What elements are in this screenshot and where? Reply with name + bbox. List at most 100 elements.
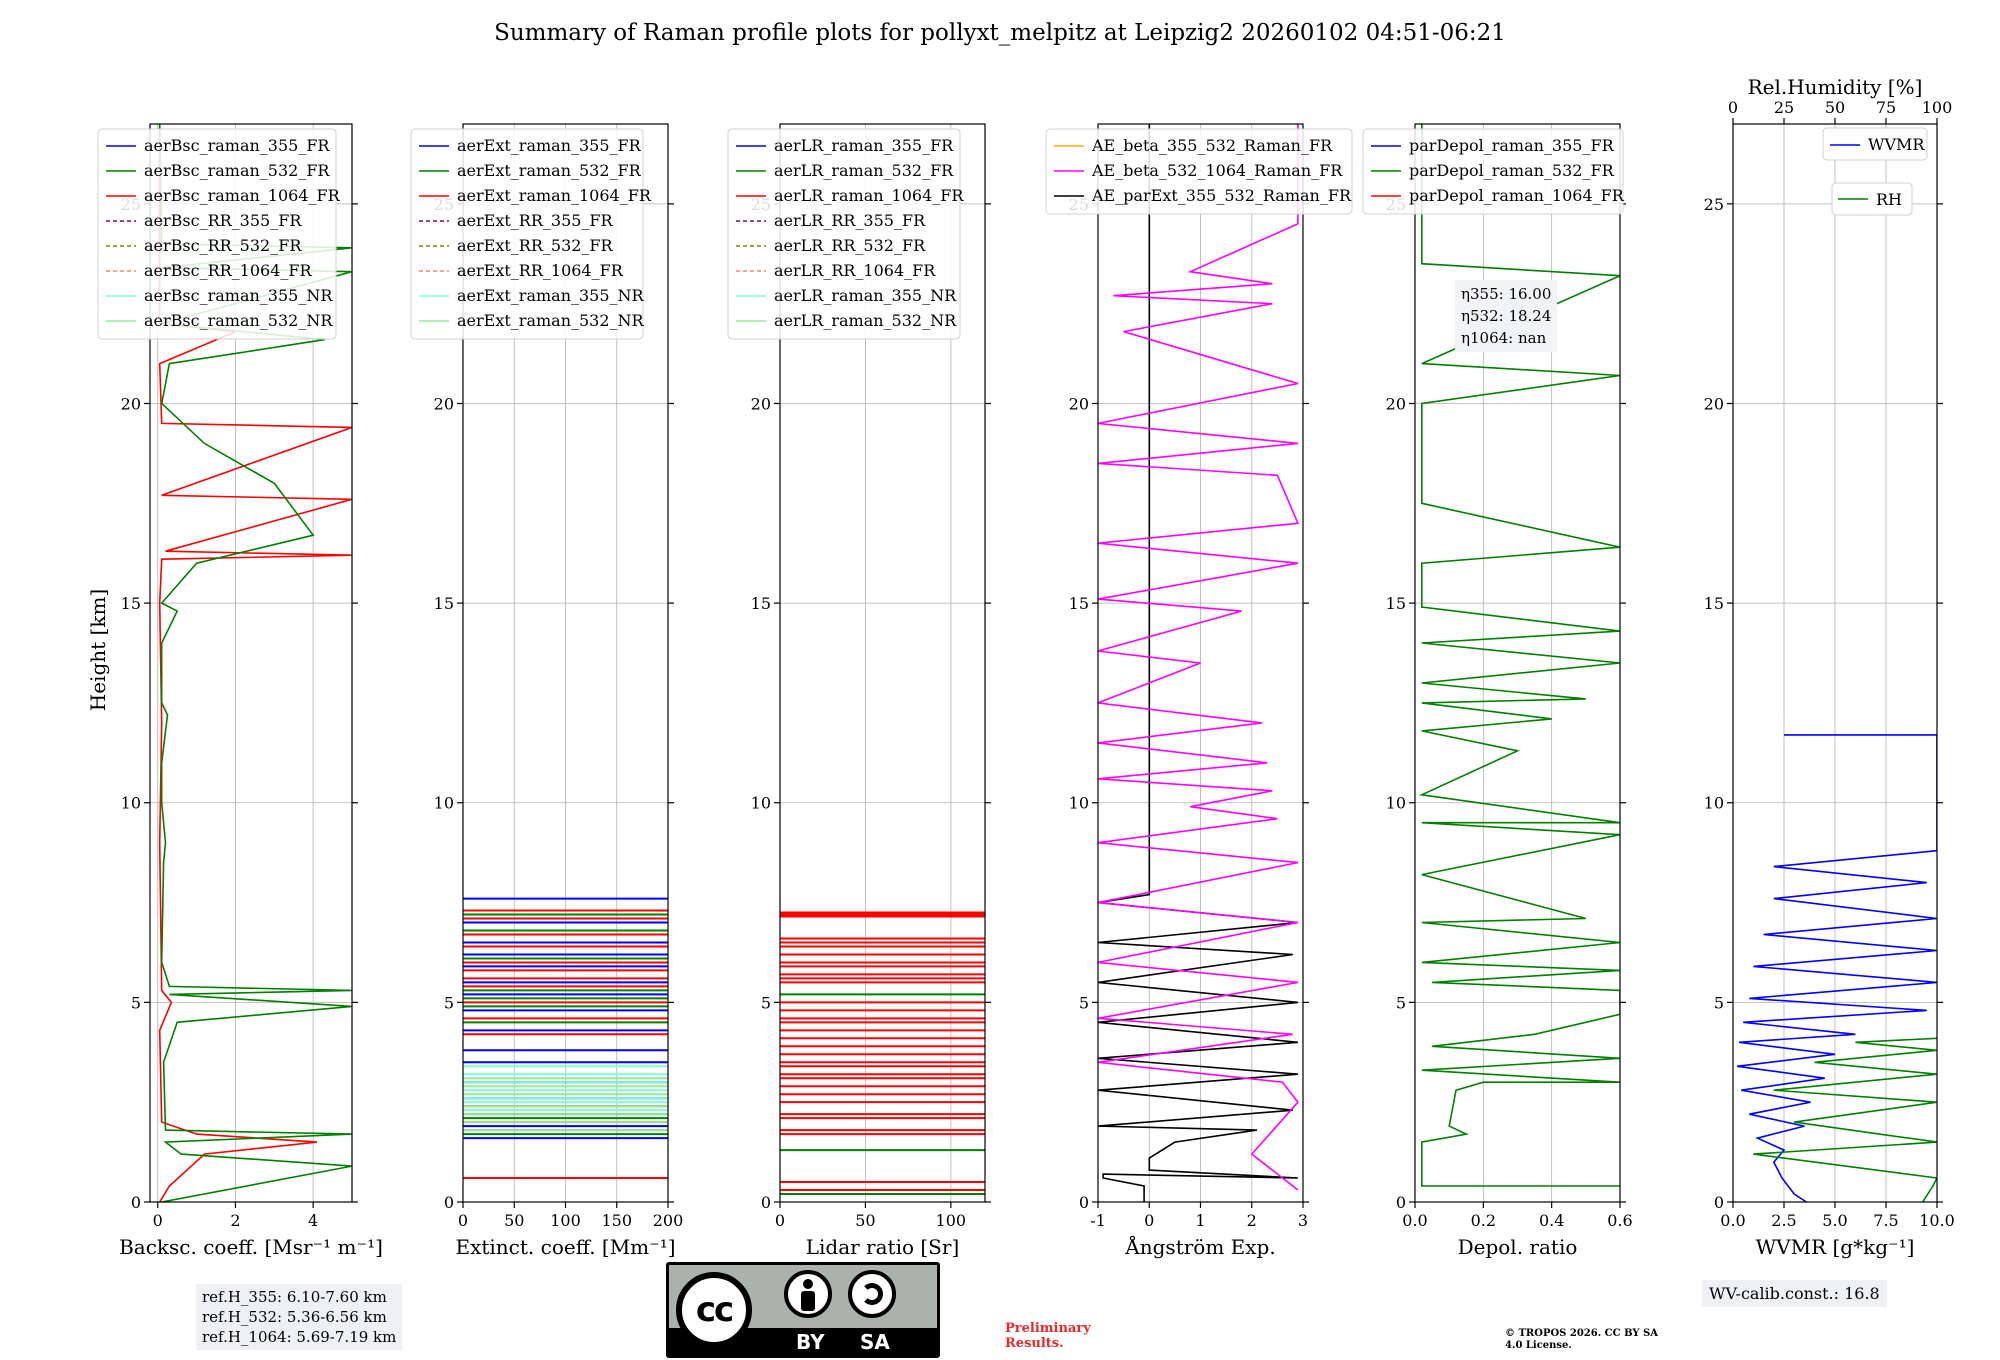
ref-height-355: ref.H_355: 6.10-7.60 km xyxy=(202,1288,387,1306)
eta-1064: η1064: nan xyxy=(1461,329,1547,347)
legend-label: aerExt_RR_355_FR xyxy=(457,211,614,230)
series-WVMR xyxy=(1736,734,1937,1202)
x-tick-label: 4 xyxy=(308,1211,318,1230)
plot-area xyxy=(1736,734,1937,1202)
x-tick-label: 0.2 xyxy=(1471,1211,1496,1230)
y-tick-label: 10 xyxy=(751,794,771,813)
legend-label: aerBsc_raman_1064_FR xyxy=(144,186,341,205)
x-tick-label: 0 xyxy=(1144,1211,1154,1230)
ref-heights-box: ref.H_355: 6.10-7.60 km ref.H_532: 5.36-… xyxy=(196,1284,403,1350)
y-axis-label: Height [km] xyxy=(86,588,110,712)
y-tick-label: 5 xyxy=(1714,993,1724,1012)
legend-label: aerExt_raman_532_FR xyxy=(457,161,642,180)
x-tick-label: 0 xyxy=(775,1211,785,1230)
legend-box xyxy=(1045,128,1353,215)
plot-area xyxy=(1098,124,1300,1202)
x-tick-label: 0 xyxy=(458,1211,468,1230)
eta-355: η355: 16.00 xyxy=(1461,285,1552,303)
legend-box xyxy=(1362,128,1624,215)
legend-label: aerLR_raman_532_FR xyxy=(774,161,954,180)
panel-ae: -101230510152025Ångström Exp.AE_beta_355… xyxy=(1045,123,1353,1259)
x-tick-label: 7.5 xyxy=(1873,1211,1898,1230)
y-tick-label: 15 xyxy=(434,594,454,613)
legend-label: AE_parExt_355_532_Raman_FR xyxy=(1091,186,1352,205)
legend-label: aerBsc_RR_1064_FR xyxy=(144,261,313,280)
legend-label: RH xyxy=(1876,190,1902,209)
axes-frame xyxy=(149,123,353,1203)
cc-logo-icon: cc xyxy=(676,1272,752,1348)
x-axis-label: Extinct. coeff. [Mm⁻¹] xyxy=(455,1235,675,1259)
legend-label: aerLR_raman_355_FR xyxy=(774,136,954,155)
x-tick-label: 3 xyxy=(1298,1211,1308,1230)
x-tick-label: 0.4 xyxy=(1539,1211,1564,1230)
x-tick-label: 0.0 xyxy=(1720,1211,1745,1230)
y-tick-label: 15 xyxy=(1386,594,1406,613)
legend-label: aerLR_RR_1064_FR xyxy=(774,261,936,280)
legend-label: aerLR_RR_532_FR xyxy=(774,236,926,255)
panel-wv: 0.0 2.5 5.0 7.5 10.0 0 5 10 15 20 25 WVMR [g*kg⁻¹] 0… xyxy=(1704,75,1955,1259)
legend-label: aerBsc_raman_355_NR xyxy=(144,286,333,305)
x-axis-label: Backsc. coeff. [Msr⁻¹ m⁻¹] xyxy=(119,1235,383,1259)
y-tick-label: 0 xyxy=(761,1193,771,1212)
y-tick-label: 5 xyxy=(761,993,771,1012)
panel-depol: 0.00.20.40.60510152025Depol. ratioparDep… xyxy=(1362,123,1633,1259)
y-tick-label: 10 xyxy=(1704,794,1724,813)
y-tick-label: 25 xyxy=(1704,195,1724,214)
y-tick-label: 15 xyxy=(751,594,771,613)
y-tick-label: 10 xyxy=(434,794,454,813)
legend-label: parDepol_raman_355_FR xyxy=(1409,136,1615,155)
x2-axis-label: Rel.Humidity [%] xyxy=(1748,75,1923,99)
y-tick-label: 20 xyxy=(1704,394,1724,413)
legend-label: aerBsc_raman_532_FR xyxy=(144,161,330,180)
x-tick-label: 200 xyxy=(653,1211,684,1230)
eta-532: η532: 18.24 xyxy=(1461,307,1552,325)
share-alike-icon xyxy=(848,1270,896,1318)
y-tick-label: 5 xyxy=(1079,993,1089,1012)
legend-label: aerLR_raman_1064_FR xyxy=(774,186,964,205)
license-sa-label: SA xyxy=(860,1330,890,1354)
y-tick-label: 20 xyxy=(434,394,454,413)
legend-label: aerBsc_raman_355_FR xyxy=(144,136,330,155)
x-tick-label: 150 xyxy=(601,1211,632,1230)
panel-ext: 0501001502000510152025Extinct. coeff. [M… xyxy=(410,123,684,1259)
ref-height-1064: ref.H_1064: 5.69-7.19 km xyxy=(202,1328,397,1346)
y-tick-label: 10 xyxy=(121,794,141,813)
figure-title: Summary of Raman profile plots for polly… xyxy=(494,20,1506,46)
x2-tick-label: 50 xyxy=(1825,98,1845,117)
y-tick-label: 10 xyxy=(1386,794,1406,813)
x-tick-label: 2.5 xyxy=(1771,1211,1796,1230)
legend-box xyxy=(97,128,337,340)
ref-height-532: ref.H_532: 5.36-6.56 km xyxy=(202,1308,387,1326)
legend-label: AE_beta_532_1064_Raman_FR xyxy=(1091,161,1343,180)
license-by-label: BY xyxy=(796,1330,825,1354)
legend-label: aerExt_raman_355_FR xyxy=(457,136,642,155)
x2-tick-label: 100 xyxy=(1922,98,1953,117)
eta-box: η355: 16.00 η532: 18.24 η1064: nan xyxy=(1455,280,1558,352)
panel-lr: 0501000510152025Lidar ratio [Sr]aerLR_ra… xyxy=(727,123,991,1259)
x-tick-label: 0.0 xyxy=(1402,1211,1427,1230)
x-axis-label: Ångström Exp. xyxy=(1124,1234,1275,1259)
legend-box-wvmr xyxy=(1822,127,1928,161)
y-tick-label: 15 xyxy=(1069,594,1089,613)
x2-tick-label: 75 xyxy=(1876,98,1896,117)
x-tick-label: 100 xyxy=(550,1211,581,1230)
legend-label: parDepol_raman_1064_FR xyxy=(1409,186,1625,205)
y-tick-label: 20 xyxy=(121,394,141,413)
wv-calib-box: WV-calib.const.: 16.8 xyxy=(1702,1280,1887,1307)
x-tick-label: -1 xyxy=(1090,1211,1106,1230)
y-tick-label: 0 xyxy=(131,1193,141,1212)
y-tick-label: 20 xyxy=(1069,394,1089,413)
legend-label: WVMR xyxy=(1868,135,1925,154)
legend-label: AE_beta_355_532_Raman_FR xyxy=(1091,136,1333,155)
legend-label: aerBsc_RR_532_FR xyxy=(144,236,302,255)
axes-frame xyxy=(1414,123,1621,1203)
x-tick-label: 2 xyxy=(1247,1211,1257,1230)
x-axis-label: Depol. ratio xyxy=(1458,1235,1578,1259)
attribution-icon xyxy=(784,1270,832,1318)
x2-tick-label: 0 xyxy=(1728,98,1738,117)
legend-label: aerExt_RR_532_FR xyxy=(457,236,614,255)
x-tick-label: 1 xyxy=(1195,1211,1205,1230)
y-tick-label: 5 xyxy=(131,993,141,1012)
y-tick-label: 0 xyxy=(444,1193,454,1212)
